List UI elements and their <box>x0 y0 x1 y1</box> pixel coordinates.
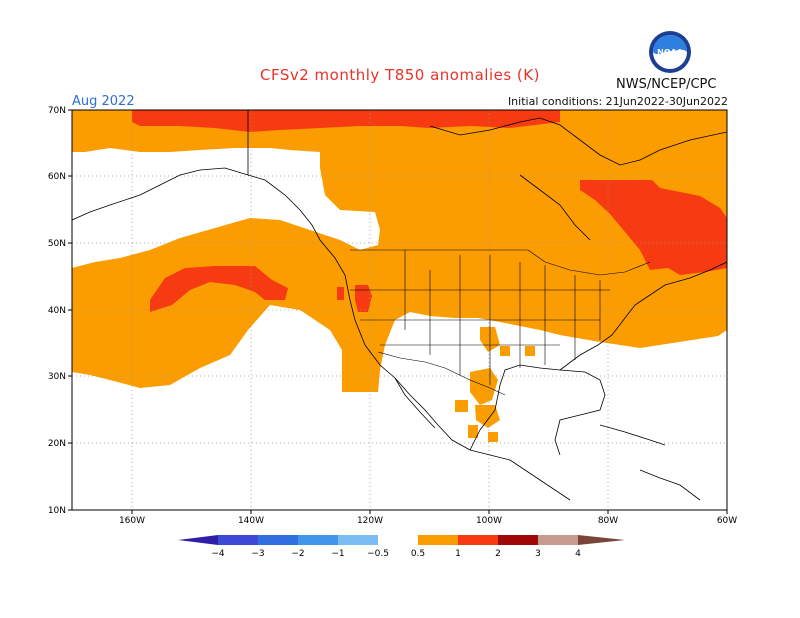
noaa-logo-text: NOAA <box>657 48 683 57</box>
anomaly-region-texas <box>500 346 510 356</box>
anomaly-fields <box>72 110 727 442</box>
anomaly-region-mexico-2 <box>455 400 468 412</box>
anomaly-region-mexico-1 <box>470 368 498 405</box>
anomaly-region-texas-2 <box>525 346 535 356</box>
anomaly-region-nevada-1 <box>337 287 344 300</box>
lat-label-60n: 60N <box>48 172 66 182</box>
colorbar-label: 4 <box>575 549 581 559</box>
lon-label-100w: 100W <box>476 516 502 526</box>
colorbar-swatch-9 <box>538 535 578 545</box>
lat-label-10n: 10N <box>48 506 66 516</box>
colorbar-swatch-5 <box>378 535 418 545</box>
noaa-logo-icon: NOAA <box>649 31 691 73</box>
lat-label-50n: 50N <box>48 239 66 249</box>
colorbar-swatch-1 <box>218 535 258 545</box>
lat-lon-gridlines <box>72 110 727 510</box>
colorbar-swatch-8 <box>498 535 538 545</box>
anomaly-region-quebec-high <box>580 180 727 275</box>
colorbar-swatch-2 <box>258 535 298 545</box>
colorbar-swatch-6 <box>418 535 458 545</box>
forecast-month: Aug 2022 <box>72 94 135 109</box>
lon-label-60w: 60W <box>717 516 737 526</box>
colorbar-swatch-10 <box>578 535 625 545</box>
lon-label-80w: 80W <box>598 516 618 526</box>
colorbar-label: −4 <box>211 549 225 559</box>
lat-label-70n: 70N <box>48 106 66 116</box>
colorbar-swatch-7 <box>458 535 498 545</box>
colorbar-label: −0.5 <box>367 549 389 559</box>
lon-label-120w: 120W <box>357 516 383 526</box>
map-frame <box>71 109 728 511</box>
organization-label: NWS/NCEP/CPC <box>616 77 717 92</box>
colorbar-label: −1 <box>331 549 344 559</box>
colorbar-label: −2 <box>291 549 304 559</box>
country-borders <box>350 249 651 396</box>
lat-label-20n: 20N <box>48 439 66 449</box>
chart-title: CFSv2 monthly T850 anomalies (K) <box>260 66 540 84</box>
lat-label-40n: 40N <box>48 306 66 316</box>
colorbar-swatch-0 <box>178 535 218 545</box>
colorbar-label: 3 <box>535 549 541 559</box>
colorbar-swatch-3 <box>298 535 338 545</box>
lon-label-160w: 160W <box>119 516 145 526</box>
anomaly-region-mexico-3 <box>475 405 500 428</box>
anomaly-region-nevada-2 <box>355 285 372 312</box>
anomaly-region-mexico-4 <box>468 425 478 438</box>
anomaly-region-southwest <box>480 327 500 352</box>
anomaly-region-pacific-high <box>150 266 288 312</box>
anomaly-region-mexico-5 <box>488 432 498 442</box>
colorbar-swatch-4 <box>338 535 378 545</box>
initial-conditions: Initial conditions: 21Jun2022-30Jun2022 <box>507 95 728 108</box>
lat-label-30n: 30N <box>48 372 66 382</box>
colorbar: −4 −3 −2 −1 −0.5 0.5 1 2 3 4 <box>178 535 625 559</box>
coastlines <box>72 110 727 501</box>
colorbar-label: 2 <box>495 549 501 559</box>
anomaly-region-arctic-high <box>132 110 560 132</box>
colorbar-label: 1 <box>455 549 461 559</box>
colorbar-label: 0.5 <box>411 549 425 559</box>
lon-label-140w: 140W <box>238 516 264 526</box>
colorbar-label: −3 <box>251 549 264 559</box>
anomaly-region-northern <box>72 110 727 392</box>
